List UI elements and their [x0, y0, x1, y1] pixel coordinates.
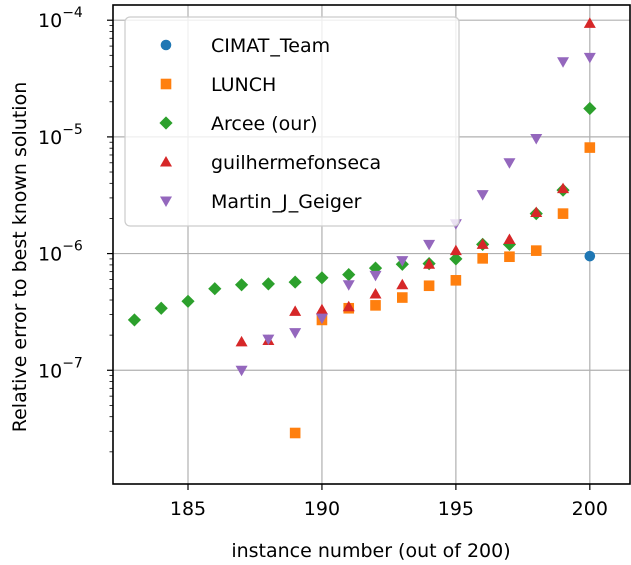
- data-point: [557, 208, 569, 219]
- y-tick-label: 10−4: [38, 5, 83, 32]
- data-point: [181, 294, 195, 308]
- y-tick-label: 10−7: [38, 355, 83, 382]
- x-tick-label: 195: [438, 498, 474, 520]
- data-point: [477, 253, 488, 264]
- data-point: [154, 301, 168, 315]
- data-point: [342, 300, 355, 312]
- data-point: [235, 365, 248, 377]
- data-point: [397, 292, 408, 303]
- legend-marker: [160, 156, 172, 167]
- x-tick-label: 200: [572, 498, 608, 520]
- data-point: [289, 305, 302, 316]
- data-point: [530, 245, 542, 256]
- y-axis-label: Relative error to best known solution: [9, 82, 31, 432]
- series-cimat-team: [584, 250, 596, 262]
- data-point: [583, 17, 596, 28]
- legend-marker: [160, 78, 172, 90]
- data-point: [584, 250, 596, 262]
- data-point: [476, 190, 489, 201]
- data-point: [396, 278, 409, 290]
- data-point: [476, 238, 489, 249]
- legend-box: [124, 16, 460, 227]
- data-point: [504, 251, 515, 263]
- data-point: [502, 237, 517, 251]
- data-point: [262, 334, 275, 346]
- data-point: [449, 244, 462, 256]
- legend-marker: [160, 196, 172, 207]
- data-point: [423, 280, 435, 292]
- data-point: [315, 303, 328, 315]
- data-point: [503, 233, 516, 245]
- legend-marker: [160, 39, 172, 51]
- data-point: [208, 282, 222, 296]
- data-point: [315, 271, 329, 285]
- data-point: [261, 277, 275, 291]
- data-point: [449, 252, 463, 266]
- x-tick-label: 190: [304, 498, 340, 520]
- data-point: [289, 328, 302, 339]
- legend-label: guilhermefonseca: [211, 152, 381, 174]
- data-point: [342, 280, 355, 291]
- data-point: [557, 57, 570, 68]
- series-guilhermefonseca: [235, 17, 596, 347]
- legend: CIMAT_Team LUNCH Arcee (our) guilhermefonse…: [124, 16, 460, 227]
- data-point: [583, 101, 597, 116]
- y-axis: 10−7 10−6 10−5 10−4: [38, 5, 113, 453]
- data-point: [369, 270, 382, 282]
- legend-label: Arcee (our): [211, 113, 318, 135]
- data-point: [289, 427, 301, 439]
- data-point: [288, 275, 302, 289]
- data-point: [127, 313, 142, 327]
- x-tick-label: 185: [170, 498, 206, 520]
- legend-label: LUNCH: [211, 74, 276, 96]
- x-axis-label: instance number (out of 200): [231, 540, 510, 562]
- data-point: [583, 52, 596, 64]
- data-point: [342, 268, 356, 282]
- data-point: [450, 275, 462, 286]
- data-point: [315, 313, 328, 325]
- y-tick-label: 10−6: [38, 239, 83, 266]
- data-point: [503, 158, 516, 169]
- data-point: [423, 239, 436, 251]
- data-point: [370, 300, 381, 311]
- data-point: [584, 142, 596, 153]
- y-tick-label: 10−5: [38, 122, 83, 149]
- data-point: [396, 256, 409, 267]
- x-axis: 185 190 195 200: [170, 484, 608, 520]
- plot-frame: [112, 4, 631, 485]
- data-point: [234, 278, 249, 292]
- data-point: [235, 335, 248, 347]
- data-point: [530, 133, 543, 145]
- legend-label: CIMAT_Team: [211, 35, 330, 57]
- data-point: [557, 182, 570, 194]
- data-point: [423, 258, 436, 269]
- legend-marker: [159, 116, 173, 130]
- legend-label: Martin_J_Geiger: [211, 191, 362, 213]
- data-point: [369, 288, 382, 299]
- data-point: [530, 206, 543, 217]
